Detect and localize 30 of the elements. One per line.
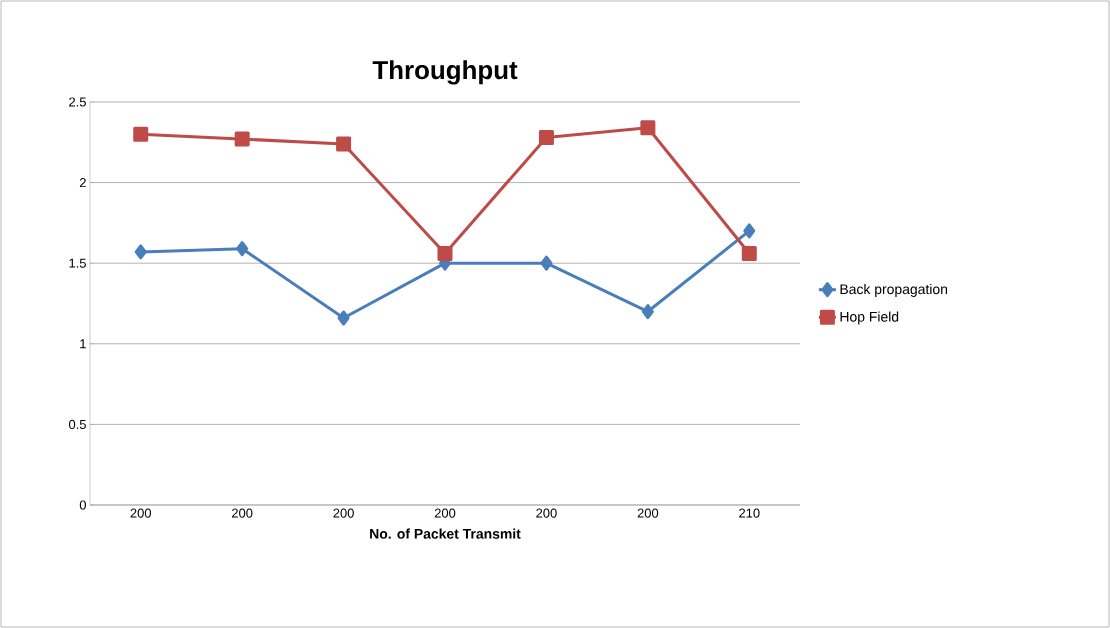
point [337, 310, 350, 326]
point [538, 129, 554, 145]
point [540, 255, 553, 271]
point [640, 120, 656, 136]
point [134, 244, 147, 260]
x-tick-label: 200 [130, 508, 152, 518]
x-tick-label: 200 [232, 508, 253, 518]
x-tick-label: 210 [739, 508, 760, 518]
legend-label: Hop Field [840, 311, 899, 325]
y-tick-label: 1.5 [69, 258, 86, 268]
y-tick-label: 1 [80, 339, 86, 349]
chart-title: Throughput [372, 60, 518, 85]
point [743, 223, 756, 239]
legend-label: Back propagation [840, 283, 948, 297]
point [741, 246, 757, 262]
point [641, 304, 654, 320]
x-axis-title: No. of Packet Transmit [370, 528, 521, 539]
y-tick-label: 2 [79, 178, 86, 188]
point [234, 131, 250, 147]
x-tick-label: 200 [333, 508, 354, 518]
point [133, 126, 149, 142]
y-tick-label: 2.5 [69, 97, 86, 107]
y-tick-label: 0 [79, 500, 86, 510]
x-tick-label: 200 [637, 508, 659, 518]
point [437, 246, 453, 262]
y-tick-label: 0.5 [68, 419, 86, 429]
x-tick-label: 200 [536, 508, 557, 518]
point [236, 241, 249, 257]
x-tick-label: 200 [434, 508, 456, 518]
point [336, 136, 352, 152]
